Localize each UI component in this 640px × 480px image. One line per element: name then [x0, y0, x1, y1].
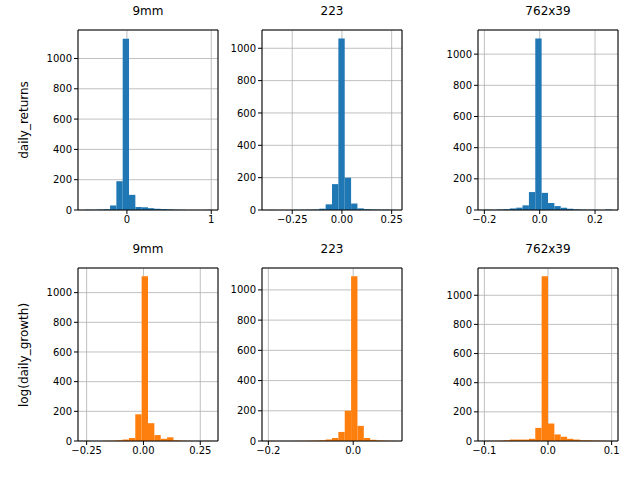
svg-text:400: 400 [453, 377, 472, 388]
svg-text:200: 200 [453, 173, 472, 184]
svg-text:600: 600 [237, 108, 256, 119]
svg-text:400: 400 [453, 142, 472, 153]
svg-text:−0.25: −0.25 [71, 445, 102, 456]
svg-text:0: 0 [66, 205, 72, 216]
svg-text:800: 800 [53, 317, 72, 328]
html-text:9mm: 9mm [132, 4, 164, 18]
svg-text:−0.25: −0.25 [277, 214, 308, 225]
svg-text:0.1: 0.1 [604, 445, 620, 456]
svg-text:0: 0 [124, 214, 130, 225]
svg-text:1000: 1000 [447, 290, 472, 301]
svg-text:600: 600 [453, 111, 472, 122]
svg-text:0.00: 0.00 [132, 445, 154, 456]
svg-text:1000: 1000 [47, 287, 72, 298]
svg-text:1: 1 [208, 214, 214, 225]
svg-text:0.25: 0.25 [189, 445, 211, 456]
svg-text:−0.1: −0.1 [472, 445, 496, 456]
svg-text:600: 600 [53, 114, 72, 125]
html-text:762x39: 762x39 [525, 242, 571, 256]
svg-text:0.0: 0.0 [532, 214, 548, 225]
svg-text:400: 400 [53, 376, 72, 387]
svg-text:800: 800 [237, 75, 256, 86]
svg-text:800: 800 [453, 80, 472, 91]
svg-text:200: 200 [237, 405, 256, 416]
svg-text:1000: 1000 [231, 43, 256, 54]
svg-text:0: 0 [66, 436, 72, 447]
svg-text:−0.2: −0.2 [256, 445, 280, 456]
svg-text:0.25: 0.25 [381, 214, 403, 225]
svg-text:0: 0 [466, 436, 472, 447]
svg-text:−0.2: −0.2 [472, 214, 496, 225]
html-text:762x39: 762x39 [525, 4, 571, 18]
svg-text:1000: 1000 [447, 49, 472, 60]
svg-text:200: 200 [237, 172, 256, 183]
html-text:log(daily_growth): log(daily_growth) [17, 302, 31, 407]
svg-text:1000: 1000 [231, 284, 256, 295]
svg-text:600: 600 [53, 347, 72, 358]
svg-text:800: 800 [453, 319, 472, 330]
svg-text:1000: 1000 [47, 53, 72, 64]
html-text:daily_returns: daily_returns [17, 81, 31, 159]
html-text:9mm: 9mm [132, 242, 164, 256]
svg-text:0: 0 [250, 436, 256, 447]
svg-text:200: 200 [453, 406, 472, 417]
svg-text:200: 200 [53, 406, 72, 417]
svg-text:0.00: 0.00 [331, 214, 353, 225]
svg-text:0.0: 0.0 [540, 445, 556, 456]
html-text:223: 223 [320, 4, 344, 18]
svg-text:400: 400 [237, 140, 256, 151]
svg-text:800: 800 [53, 83, 72, 94]
svg-text:0: 0 [250, 205, 256, 216]
svg-text:800: 800 [237, 315, 256, 326]
svg-text:0.0: 0.0 [345, 445, 361, 456]
svg-text:600: 600 [237, 345, 256, 356]
svg-text:400: 400 [53, 144, 72, 155]
svg-text:400: 400 [237, 375, 256, 386]
svg-text:600: 600 [453, 348, 472, 359]
svg-text:0.2: 0.2 [587, 214, 603, 225]
html-text:223: 223 [320, 242, 344, 256]
svg-text:200: 200 [53, 174, 72, 185]
svg-text:0: 0 [466, 205, 472, 216]
